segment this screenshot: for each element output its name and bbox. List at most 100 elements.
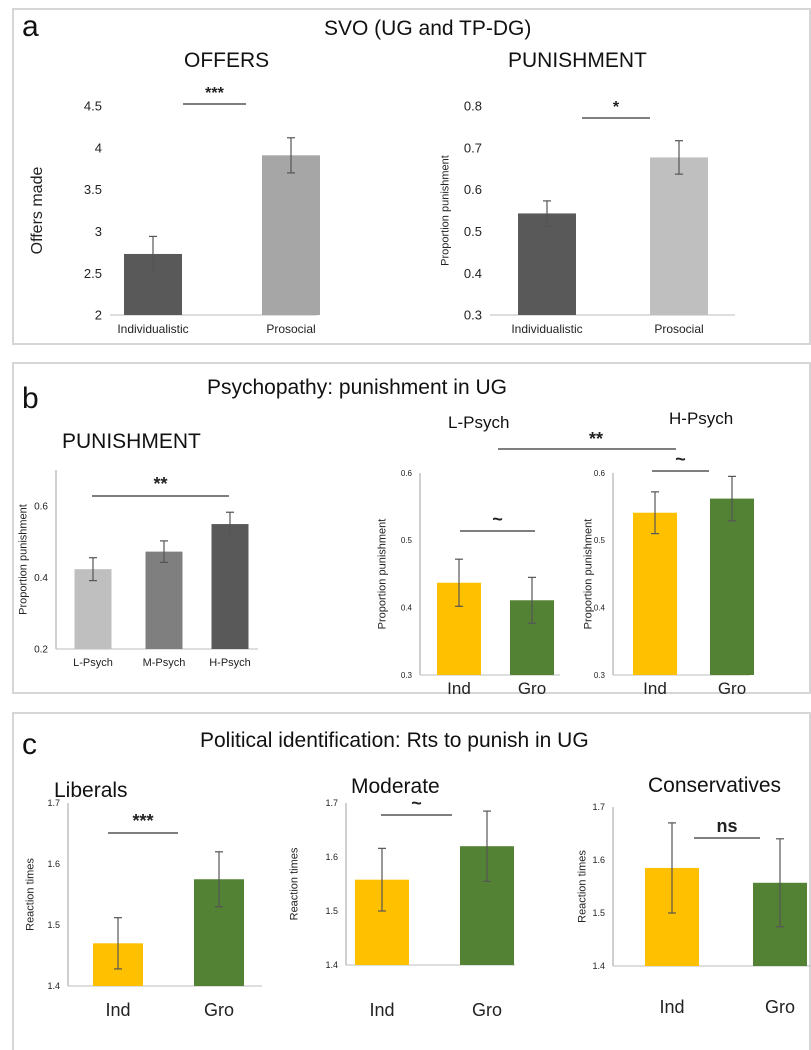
punishment-b-chart-title: PUNISHMENT — [62, 430, 201, 453]
moderate-chart-title: Moderate — [351, 775, 440, 798]
punishment-a-ytick: 0.3 — [464, 308, 482, 323]
liberals-category-label: Gro — [204, 1000, 234, 1020]
offers-ytick: 4 — [95, 140, 102, 155]
lpsych-ytick: 0.5 — [401, 536, 413, 545]
conservatives-ylabel: Reaction times — [577, 850, 589, 923]
offers-ytick: 4.5 — [84, 99, 102, 114]
offers-ytick: 3.5 — [84, 182, 102, 197]
conservatives-chart-title: Conservatives — [648, 774, 782, 797]
punishment-a-significance-label: * — [613, 99, 620, 116]
punishment-a-ytick: 0.5 — [464, 224, 482, 239]
punishment-b-ylabel: Proportion punishment — [18, 504, 30, 615]
hpsych-ylabel: Proportion punishment — [583, 519, 595, 630]
conservatives-category-label: Gro — [765, 997, 795, 1017]
hpsych-ytick: 0.5 — [594, 536, 606, 545]
moderate-ytick: 1.6 — [325, 852, 338, 862]
hpsych-significance-label: ~ — [675, 449, 686, 469]
panel-c-title: Political identification: Rts to punish … — [200, 729, 589, 752]
offers-chart-title: OFFERS — [184, 49, 270, 72]
offers-category-label: Individualistic — [117, 322, 188, 336]
conservatives-ytick: 1.5 — [592, 908, 605, 918]
panel-a-title: SVO (UG and TP-DG) — [324, 17, 532, 40]
hpsych-chart-title: H-Psych — [669, 409, 734, 428]
conservatives-significance-label: ns — [716, 816, 737, 836]
cross-significance-label: ** — [589, 429, 603, 449]
conservatives-ytick: 1.7 — [592, 802, 605, 812]
liberals-chart-title: Liberals — [54, 779, 128, 802]
punishment-b-ytick: 0.4 — [34, 573, 48, 584]
moderate-ytick: 1.4 — [325, 960, 338, 970]
conservatives-ytick: 1.6 — [592, 855, 605, 865]
punishment-a-category-label: Individualistic — [511, 322, 582, 336]
lpsych-ylabel: Proportion punishment — [377, 519, 389, 630]
conservatives-category-label: Ind — [659, 997, 684, 1017]
offers-significance-label: *** — [205, 85, 224, 102]
panel-b-label: b — [22, 382, 39, 415]
lpsych-category-label: Ind — [447, 679, 471, 698]
punishment-a-bar — [650, 157, 708, 315]
panel-c-label: c — [22, 728, 37, 761]
punishment-b-ytick: 0.2 — [34, 645, 48, 656]
lpsych-category-label: Gro — [518, 679, 546, 698]
liberals-ytick: 1.4 — [47, 981, 60, 991]
lpsych-ytick: 0.4 — [401, 603, 413, 612]
punishment-b-bar — [74, 569, 112, 649]
panel-a-label: a — [22, 10, 39, 43]
moderate-ylabel: Reaction times — [289, 847, 301, 920]
punishment-a-category-label: Prosocial — [654, 322, 703, 336]
hpsych-category-label: Gro — [718, 679, 746, 698]
moderate-category-label: Gro — [472, 1000, 502, 1020]
liberals-category-label: Ind — [105, 1000, 130, 1020]
offers-ytick: 2 — [95, 308, 102, 323]
liberals-significance-label: *** — [132, 811, 153, 831]
punishment-b-ytick: 0.6 — [34, 501, 48, 512]
punishment-a-ytick: 0.8 — [464, 99, 482, 114]
lpsych-chart-title: L-Psych — [448, 413, 510, 432]
liberals-ytick: 1.5 — [47, 920, 60, 930]
moderate-ytick: 1.7 — [325, 798, 338, 808]
offers-bar — [262, 155, 320, 315]
offers-ytick: 3 — [95, 224, 102, 239]
punishment-a-ytick: 0.6 — [464, 182, 482, 197]
punishment-a-chart-title: PUNISHMENT — [508, 49, 647, 72]
offers-category-label: Prosocial — [266, 322, 315, 336]
liberals-ytick: 1.6 — [47, 859, 60, 869]
hpsych-bar — [633, 512, 677, 675]
offers-ytick: 2.5 — [84, 266, 102, 281]
liberals-ylabel: Reaction times — [25, 858, 37, 931]
punishment-a-ylabel: Proportion punishment — [440, 155, 452, 266]
moderate-ytick: 1.5 — [325, 906, 338, 916]
punishment-b-significance-label: ** — [153, 474, 167, 494]
moderate-significance-label: ~ — [411, 793, 422, 813]
punishment-a-ytick: 0.7 — [464, 140, 482, 155]
liberals-ytick: 1.7 — [47, 798, 60, 808]
hpsych-ytick: 0.4 — [594, 603, 606, 612]
conservatives-ytick: 1.4 — [592, 961, 605, 971]
punishment-b-category-label: M-Psych — [143, 657, 186, 669]
punishment-a-bar — [518, 213, 576, 315]
panel-b — [12, 362, 811, 694]
lpsych-ytick: 0.6 — [401, 469, 413, 478]
hpsych-bar — [710, 498, 754, 675]
lpsych-ytick: 0.3 — [401, 671, 413, 680]
moderate-category-label: Ind — [369, 1000, 394, 1020]
punishment-a-ytick: 0.4 — [464, 266, 482, 281]
punishment-b-category-label: L-Psych — [73, 657, 113, 669]
hpsych-ytick: 0.6 — [594, 469, 606, 478]
hpsych-category-label: Ind — [643, 679, 667, 698]
offers-ylabel: Offers made — [29, 167, 46, 255]
lpsych-significance-label: ~ — [492, 509, 503, 529]
punishment-b-category-label: H-Psych — [209, 657, 251, 669]
punishment-b-bar — [211, 524, 249, 649]
panel-b-title: Psychopathy: punishment in UG — [207, 376, 507, 399]
hpsych-ytick: 0.3 — [594, 671, 606, 680]
